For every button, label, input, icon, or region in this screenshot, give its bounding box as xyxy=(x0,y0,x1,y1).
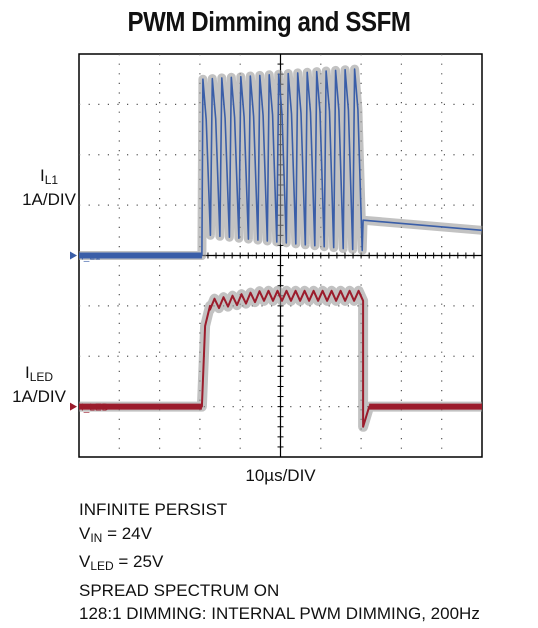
note-persist: INFINITE PERSIST xyxy=(79,500,228,519)
il1-scale: 1A/DIV xyxy=(22,190,76,209)
test-conditions: INFINITE PERSIST VIN = 24V VLED = 25V SP… xyxy=(79,498,480,626)
note-dimming: 128:1 DIMMING: INTERNAL PWM DIMMING, 200… xyxy=(79,604,480,623)
time-scale-label: 10µs/DIV xyxy=(245,466,316,485)
iled-trace xyxy=(79,289,482,428)
il1-marker-text: I_L1 xyxy=(81,252,101,263)
iled-marker-arrow xyxy=(70,402,77,411)
chart-title: PWM Dimming and SSFM xyxy=(127,6,411,37)
il1-marker-arrow xyxy=(70,251,77,260)
note-vled: VLED = 25V xyxy=(79,552,164,573)
il1-label: IL1 1A/DIV xyxy=(22,166,76,209)
iled-scale: 1A/DIV xyxy=(12,387,66,406)
scope-plot: I_L1 I_LED xyxy=(70,53,483,458)
note-spread: SPREAD SPECTRUM ON xyxy=(79,580,280,600)
il1-trace xyxy=(79,68,483,257)
iled-label: ILED 1A/DIV xyxy=(12,363,66,406)
note-vin: VIN = 24V xyxy=(79,523,152,545)
iled-marker-text: I_LED xyxy=(81,403,109,414)
